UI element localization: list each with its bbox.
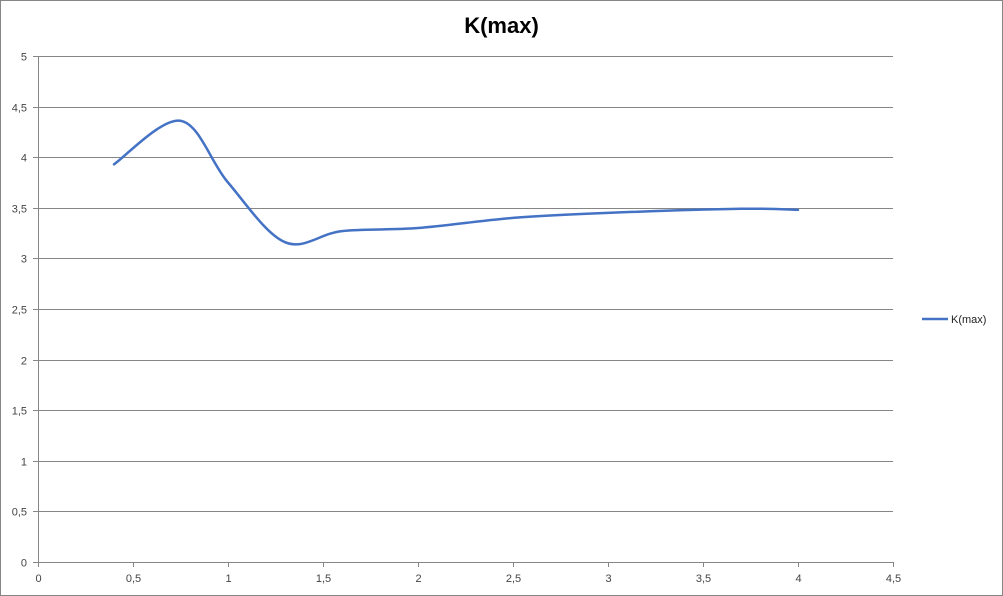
y-tick-label: 4 xyxy=(21,153,27,165)
y-tick-label: 1,5 xyxy=(12,406,27,418)
x-tick-label: 4,5 xyxy=(886,573,901,585)
y-tick-label: 2 xyxy=(21,356,27,368)
axes xyxy=(33,56,894,567)
x-tick-label: 2 xyxy=(415,573,421,585)
x-tick-label: 0 xyxy=(35,573,41,585)
y-tick-label: 0 xyxy=(21,558,27,570)
x-tick-labels: 0 0,5 1 1,5 2 2,5 3 3,5 4 4,5 xyxy=(35,573,901,585)
x-tick-label: 1,5 xyxy=(316,573,331,585)
y-tick-label: 1 xyxy=(21,457,27,469)
y-tick-label: 0,5 xyxy=(12,507,27,519)
series-line xyxy=(112,119,800,246)
chart-title: K(max) xyxy=(464,13,539,38)
y-tick-label: 3 xyxy=(21,254,27,266)
legend-label: K(max) xyxy=(951,314,986,326)
y-tick-label: 5 xyxy=(21,52,27,64)
x-tick-label: 3 xyxy=(605,573,611,585)
y-tick-label: 2,5 xyxy=(12,305,27,317)
x-tick-label: 2,5 xyxy=(506,573,521,585)
x-tick-label: 1 xyxy=(225,573,231,585)
x-tick-label: 4 xyxy=(795,573,801,585)
y-tick-label: 3,5 xyxy=(12,204,27,216)
x-tick-label: 3,5 xyxy=(696,573,711,585)
x-tick-label: 0,5 xyxy=(126,573,141,585)
legend: K(max) xyxy=(922,314,986,326)
grid-lines xyxy=(38,56,893,512)
y-tick-label: 4,5 xyxy=(12,103,27,115)
series-lines xyxy=(112,119,800,246)
y-tick-labels: 0 0,5 1 1,5 2 2,5 3 3,5 4 4,5 5 xyxy=(12,52,27,570)
